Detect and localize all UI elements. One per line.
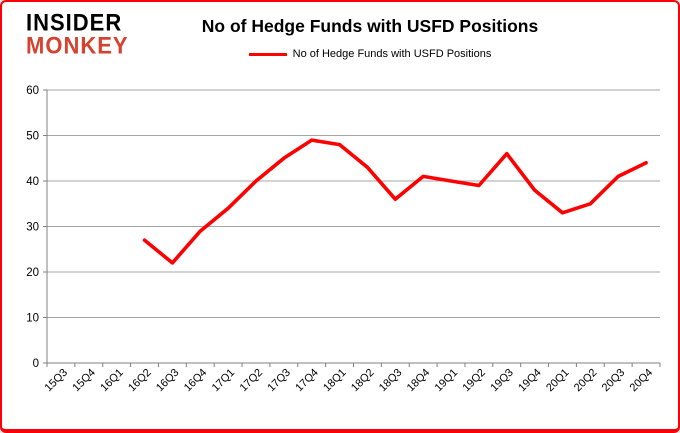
x-tick-label: 16Q1 (98, 367, 126, 395)
y-tick-label: 0 (33, 358, 39, 370)
x-tick-label: 17Q3 (265, 367, 293, 395)
x-tick-label: 19Q2 (460, 367, 488, 395)
logo-text-insider: INSIDER (26, 8, 123, 36)
y-tick-label: 10 (26, 313, 39, 325)
x-tick-label: 18Q2 (349, 367, 377, 395)
axes-group (43, 89, 661, 367)
x-tick-label: 20Q3 (600, 367, 628, 395)
x-tick-label: 17Q2 (238, 367, 266, 395)
legend-label: No of Hedge Funds with USFD Positions (292, 48, 492, 60)
x-tick-label: 16Q4 (182, 367, 210, 395)
x-tick-label: 17Q1 (210, 367, 238, 395)
x-tick-label: 19Q3 (488, 367, 516, 395)
x-tick-label: 18Q4 (405, 367, 433, 395)
legend-line-swatch (248, 52, 287, 56)
series-line (142, 138, 648, 265)
y-tick-label: 30 (26, 222, 39, 234)
series-group (142, 138, 648, 265)
y-tick-label: 40 (26, 176, 39, 188)
x-tick-label: 18Q3 (377, 367, 405, 395)
y-tick-label: 60 (26, 85, 39, 97)
x-tick-label: 20Q4 (628, 367, 656, 395)
y-tick-label: 50 (26, 131, 39, 143)
x-tick-label: 19Q1 (433, 367, 461, 395)
legend: No of Hedge Funds with USFD Positions (248, 48, 492, 60)
insider-monkey-logo: INSIDER MONKEY (26, 8, 156, 59)
header: No of Hedge Funds with USFD Positions No… (122, 2, 618, 61)
gridlines-group (47, 89, 660, 318)
x-tick-label: 17Q4 (293, 367, 321, 395)
x-tick-label: 18Q1 (321, 367, 349, 395)
x-tick-label: 16Q2 (126, 367, 154, 395)
x-tick-label: 16Q3 (154, 367, 182, 395)
logo-text-monkey: MONKEY (26, 31, 129, 59)
x-tick-label: 19Q4 (516, 367, 544, 395)
y-tick-label: 20 (26, 267, 39, 279)
x-tick-label: 15Q4 (70, 367, 98, 395)
x-tick-label: 15Q3 (43, 367, 71, 395)
chart-title: No of Hedge Funds with USFD Positions (201, 16, 539, 36)
x-tick-label: 20Q2 (572, 367, 600, 395)
x-tick-label: 20Q1 (544, 367, 572, 395)
